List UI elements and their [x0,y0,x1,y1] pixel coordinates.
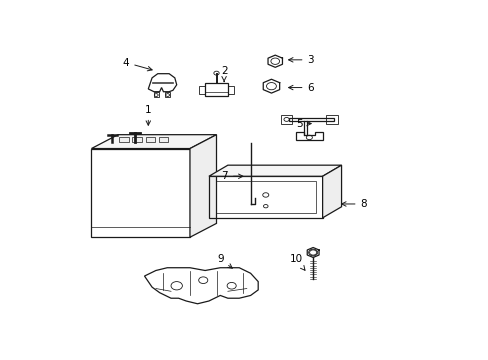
Polygon shape [189,135,216,237]
Bar [119,138,128,141]
Polygon shape [208,165,341,176]
Text: 6: 6 [288,82,313,93]
Text: 4: 4 [122,58,152,71]
Bar [159,138,168,141]
Text: 2: 2 [220,66,227,81]
Text: 5: 5 [296,118,310,129]
Polygon shape [91,135,216,149]
Text: 10: 10 [289,255,305,270]
Text: 7: 7 [221,171,243,181]
Polygon shape [322,165,341,218]
Text: 1: 1 [144,105,151,125]
Bar [132,138,142,141]
Text: 3: 3 [288,55,313,65]
Text: 9: 9 [217,255,232,268]
Text: 8: 8 [341,199,366,209]
Bar [145,138,155,141]
